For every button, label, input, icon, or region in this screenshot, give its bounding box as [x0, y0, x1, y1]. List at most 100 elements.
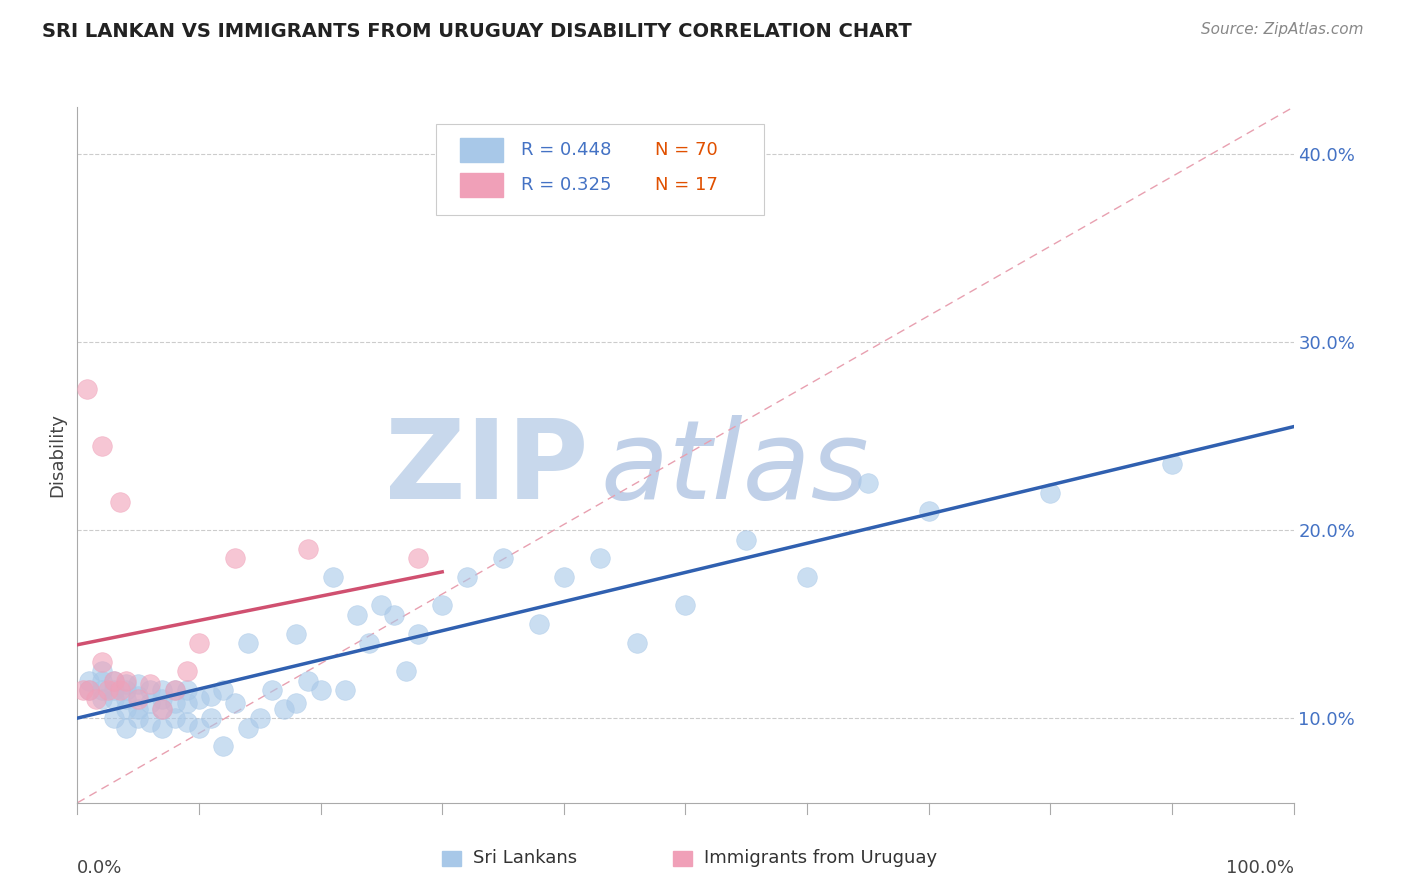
Point [79, 683, 101, 698]
Point [406, 551, 429, 566]
Point [188, 636, 211, 650]
Point [200, 711, 222, 725]
Point [297, 673, 319, 688]
Point [273, 702, 295, 716]
Point [1039, 485, 1062, 500]
Point [297, 541, 319, 556]
Point [529, 617, 551, 632]
Point [589, 551, 612, 566]
Point [97, 683, 120, 698]
Point [90, 692, 112, 706]
Point [152, 721, 174, 735]
Point [90, 655, 112, 669]
Point [406, 626, 429, 640]
Point [103, 711, 125, 725]
Point [76, 382, 98, 396]
Point [236, 721, 259, 735]
FancyBboxPatch shape [436, 124, 765, 215]
Point [103, 692, 125, 706]
Point [456, 570, 478, 584]
Bar [441, 851, 461, 866]
Point [127, 692, 149, 706]
Point [115, 702, 138, 716]
Point [152, 683, 174, 698]
Point [224, 551, 246, 566]
Point [139, 696, 162, 710]
Point [127, 677, 149, 691]
Point [90, 683, 112, 698]
Point [188, 721, 211, 735]
Bar [673, 851, 692, 866]
Point [188, 692, 211, 706]
Text: Source: ZipAtlas.com: Source: ZipAtlas.com [1201, 22, 1364, 37]
Point [796, 570, 818, 584]
Text: 0.0%: 0.0% [77, 859, 122, 877]
Point [90, 673, 112, 688]
Y-axis label: Disability: Disability [48, 413, 66, 497]
Bar [460, 138, 503, 162]
Point [200, 689, 222, 703]
Point [79, 683, 101, 698]
Point [236, 636, 259, 650]
Point [152, 692, 174, 706]
Point [127, 711, 149, 725]
Bar [460, 173, 503, 197]
Point [1161, 458, 1184, 472]
Point [72, 683, 94, 698]
Point [492, 551, 515, 566]
Point [224, 696, 246, 710]
Point [333, 683, 356, 698]
Point [370, 599, 392, 613]
Point [346, 607, 368, 622]
Point [163, 683, 186, 698]
Point [163, 696, 186, 710]
Point [115, 683, 138, 698]
Text: SRI LANKAN VS IMMIGRANTS FROM URUGUAY DISABILITY CORRELATION CHART: SRI LANKAN VS IMMIGRANTS FROM URUGUAY DI… [42, 22, 912, 41]
Point [103, 683, 125, 698]
Point [163, 711, 186, 725]
Point [176, 683, 198, 698]
Point [322, 570, 344, 584]
Point [309, 683, 332, 698]
Point [176, 696, 198, 710]
Point [115, 721, 138, 735]
Text: ZIP: ZIP [385, 416, 588, 523]
Text: 100.0%: 100.0% [1226, 859, 1294, 877]
Point [139, 677, 162, 691]
Point [212, 739, 235, 754]
Point [115, 677, 138, 691]
Point [176, 664, 198, 678]
Point [127, 702, 149, 716]
Point [163, 683, 186, 698]
Point [90, 438, 112, 452]
Point [139, 683, 162, 698]
Point [103, 673, 125, 688]
Point [395, 664, 418, 678]
Point [108, 495, 131, 509]
Text: atlas: atlas [600, 416, 869, 523]
Point [152, 702, 174, 716]
Text: Immigrants from Uruguay: Immigrants from Uruguay [703, 849, 936, 867]
Point [626, 636, 648, 650]
Point [260, 683, 283, 698]
Point [212, 683, 235, 698]
Point [115, 692, 138, 706]
Point [249, 711, 271, 725]
Point [675, 599, 697, 613]
Text: N = 17: N = 17 [655, 176, 718, 194]
Point [127, 689, 149, 703]
Text: Sri Lankans: Sri Lankans [472, 849, 576, 867]
Point [382, 607, 405, 622]
Point [108, 683, 131, 698]
Point [918, 504, 941, 518]
Point [139, 714, 162, 729]
Point [359, 636, 381, 650]
Point [103, 673, 125, 688]
Point [856, 476, 879, 491]
Text: R = 0.448: R = 0.448 [522, 141, 612, 159]
Point [79, 673, 101, 688]
Point [90, 664, 112, 678]
Point [152, 702, 174, 716]
Text: N = 70: N = 70 [655, 141, 718, 159]
Point [553, 570, 575, 584]
